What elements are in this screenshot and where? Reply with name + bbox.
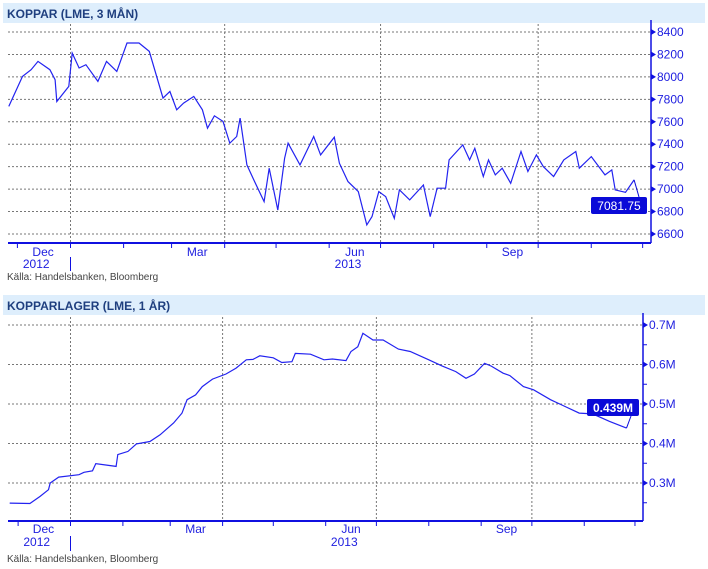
chart-source: Källa: Handelsbanken, Bloomberg: [7, 554, 158, 565]
tick-marker: [651, 208, 656, 215]
y-tick-label: 7200: [657, 160, 684, 174]
last-value-pointer: [633, 179, 640, 198]
chart-source: Källa: Handelsbanken, Bloomberg: [7, 272, 158, 283]
chart-title: KOPPARLAGER (LME, 1 ÅR): [7, 298, 170, 313]
x-month-label: Mar: [187, 245, 208, 259]
x-month-label: Jun: [345, 245, 364, 259]
y-tick-label: 0.5M: [649, 397, 676, 411]
y-tick-label: 6600: [657, 227, 684, 241]
x-month-label: Sep: [502, 245, 524, 259]
tick-marker: [643, 440, 648, 447]
copper-price-chart: KOPPAR (LME, 3 MÅN) Källa: Handelsbanken…: [3, 3, 705, 283]
last-value-badge: [591, 197, 647, 214]
last-value-label: 0.439M: [593, 401, 633, 415]
x-month-label: Dec: [33, 522, 54, 536]
tick-marker: [643, 480, 648, 486]
tick-marker: [651, 163, 656, 170]
x-month-label: Dec: [32, 245, 53, 259]
x-month-label: Sep: [496, 522, 518, 536]
last-value-badge: [587, 399, 639, 416]
series-line: [8, 42, 635, 227]
y-tick-label: 0.3M: [649, 476, 676, 490]
tick-marker: [651, 186, 656, 193]
tick-marker: [643, 361, 648, 368]
chart-header: [3, 3, 705, 23]
y-tick-label: 7000: [657, 182, 684, 196]
tick-marker: [643, 322, 648, 328]
y-tick-label: 6800: [657, 205, 684, 219]
last-value-pointer: [626, 415, 632, 429]
series-line: [9, 332, 627, 505]
y-tick-label: 8200: [657, 47, 684, 61]
y-tick-label: 7600: [657, 115, 684, 129]
x-month-label: Jun: [341, 522, 360, 536]
x-year-label: 2013: [335, 257, 362, 271]
y-tick-label: 7400: [657, 137, 684, 151]
y-tick-label: 0.4M: [649, 437, 676, 451]
y-tick-label: 0.7M: [649, 318, 676, 332]
x-month-label: Mar: [185, 522, 206, 536]
x-year-label: 2013: [331, 535, 358, 549]
tick-marker: [651, 73, 656, 80]
tick-marker: [651, 141, 656, 148]
x-year-label: 2012: [23, 535, 50, 549]
copper-stock-chart: KOPPARLAGER (LME, 1 ÅR) Källa: Handelsba…: [3, 295, 705, 565]
tick-marker: [651, 231, 656, 237]
tick-marker: [651, 118, 656, 125]
x-year-label: 2012: [23, 257, 50, 271]
tick-marker: [651, 96, 656, 103]
y-tick-label: 0.6M: [649, 358, 676, 372]
chart-header: [3, 295, 705, 315]
tick-marker: [643, 401, 648, 407]
chart-title: KOPPAR (LME, 3 MÅN): [7, 6, 138, 21]
tick-marker: [651, 51, 656, 58]
tick-marker: [651, 29, 656, 35]
y-tick-label: 8000: [657, 70, 684, 84]
y-tick-label: 8400: [657, 25, 684, 39]
last-value-label: 7081.75: [597, 199, 641, 213]
y-tick-label: 7800: [657, 92, 684, 106]
